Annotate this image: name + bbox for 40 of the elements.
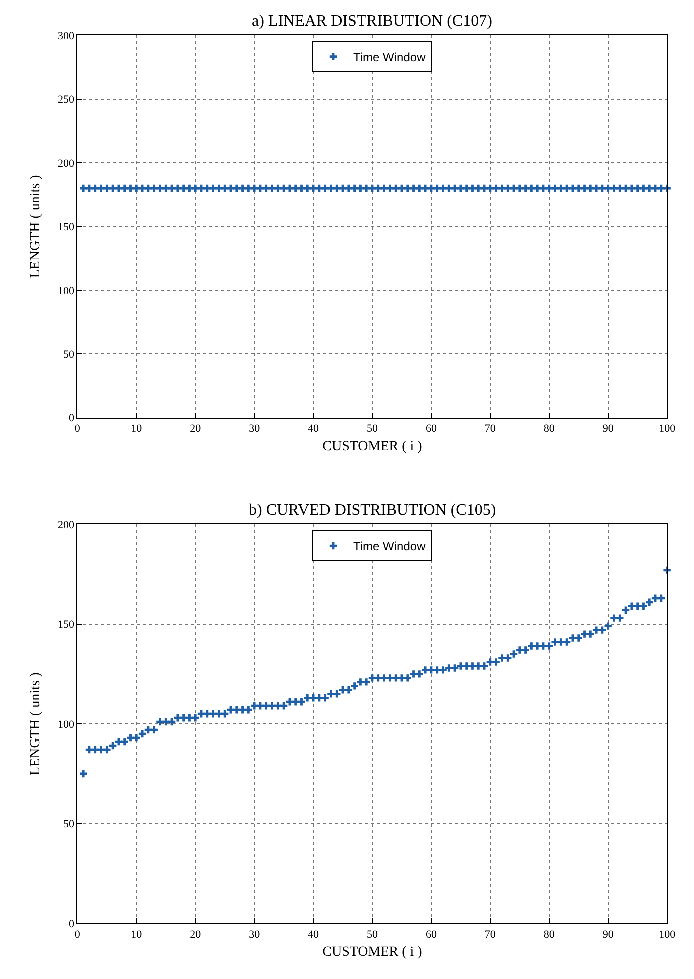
chart-title: a) LINEAR DISTRIBUTION (C107) — [252, 13, 492, 30]
y-tick-label: 200 — [58, 519, 75, 532]
x-tick-label: 50 — [366, 423, 378, 436]
x-axis-title: CUSTOMER ( i ) — [322, 439, 423, 454]
y-tick-label: 300 — [58, 30, 75, 42]
x-tick-label: 30 — [249, 423, 261, 436]
y-tick-label: 100 — [58, 718, 75, 731]
x-tick-label: 20 — [190, 423, 202, 436]
legend-label: Time Window — [354, 540, 426, 554]
x-tick-label: 40 — [308, 928, 320, 941]
x-axis-title: CUSTOMER ( i ) — [322, 945, 423, 960]
x-tick-label: 10 — [131, 928, 143, 941]
x-tick-label: 20 — [190, 928, 202, 941]
legend-label: Time Window — [354, 50, 426, 65]
x-tick-label: 80 — [544, 928, 556, 941]
x-tick-label: 90 — [602, 928, 614, 941]
x-tick-label: 10 — [131, 423, 143, 436]
x-tick-label: 90 — [602, 423, 614, 436]
y-tick-label: 250 — [58, 94, 75, 106]
chart-title: b) CURVED DISTRIBUTION (C105) — [249, 502, 496, 519]
x-tick-label: 100 — [659, 928, 676, 941]
x-tick-label: 60 — [426, 423, 438, 436]
x-tick-label: 60 — [426, 928, 438, 941]
y-tick-label: 200 — [58, 158, 75, 170]
x-tick-label: 30 — [249, 928, 261, 941]
y-axis-title: LENGTH ( units ) — [28, 672, 44, 776]
x-tick-label: 80 — [544, 423, 556, 436]
x-tick-label: 70 — [484, 928, 496, 941]
x-tick-label: 70 — [484, 423, 496, 436]
y-tick-label: 0 — [68, 412, 75, 425]
y-tick-label: 150 — [58, 619, 75, 632]
x-tick-label: 50 — [366, 928, 378, 941]
y-tick-label: 50 — [63, 818, 75, 831]
y-tick-label: 50 — [63, 349, 75, 362]
x-tick-label: 100 — [659, 423, 676, 436]
y-tick-label: 150 — [58, 222, 75, 234]
x-tick-label: 40 — [308, 423, 320, 436]
y-axis-title: LENGTH ( units ) — [28, 174, 44, 278]
y-tick-label: 100 — [58, 285, 75, 298]
y-tick-label: 0 — [68, 918, 75, 930]
